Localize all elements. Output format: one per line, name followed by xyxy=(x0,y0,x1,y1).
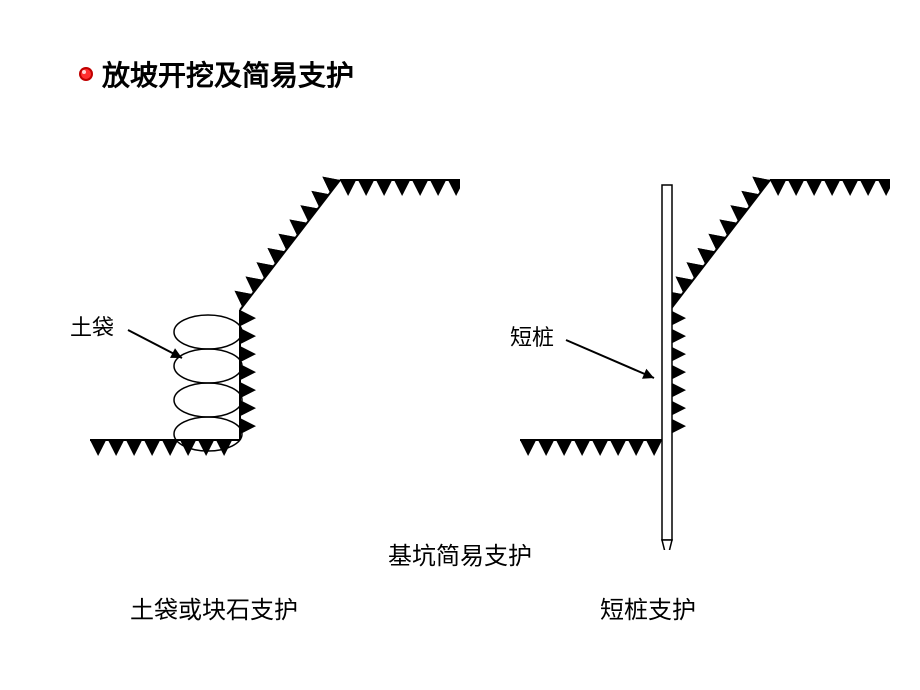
bullet-icon xyxy=(78,66,94,82)
label-short-pile: 短桩 xyxy=(510,320,554,352)
diagram-right: 短桩 xyxy=(490,140,890,500)
page-title: 放坡开挖及简易支护 xyxy=(102,54,354,94)
diagram-left: 土袋 xyxy=(60,140,460,500)
caption-right: 短桩支护 xyxy=(600,590,696,625)
label-soil-bag: 土袋 xyxy=(70,310,114,342)
diagram-area: 土袋 短桩 xyxy=(0,140,920,560)
caption-left: 土袋或块石支护 xyxy=(130,590,298,625)
page-title-row: 放坡开挖及简易支护 xyxy=(78,54,354,94)
caption-center: 基坑简易支护 xyxy=(0,536,920,571)
